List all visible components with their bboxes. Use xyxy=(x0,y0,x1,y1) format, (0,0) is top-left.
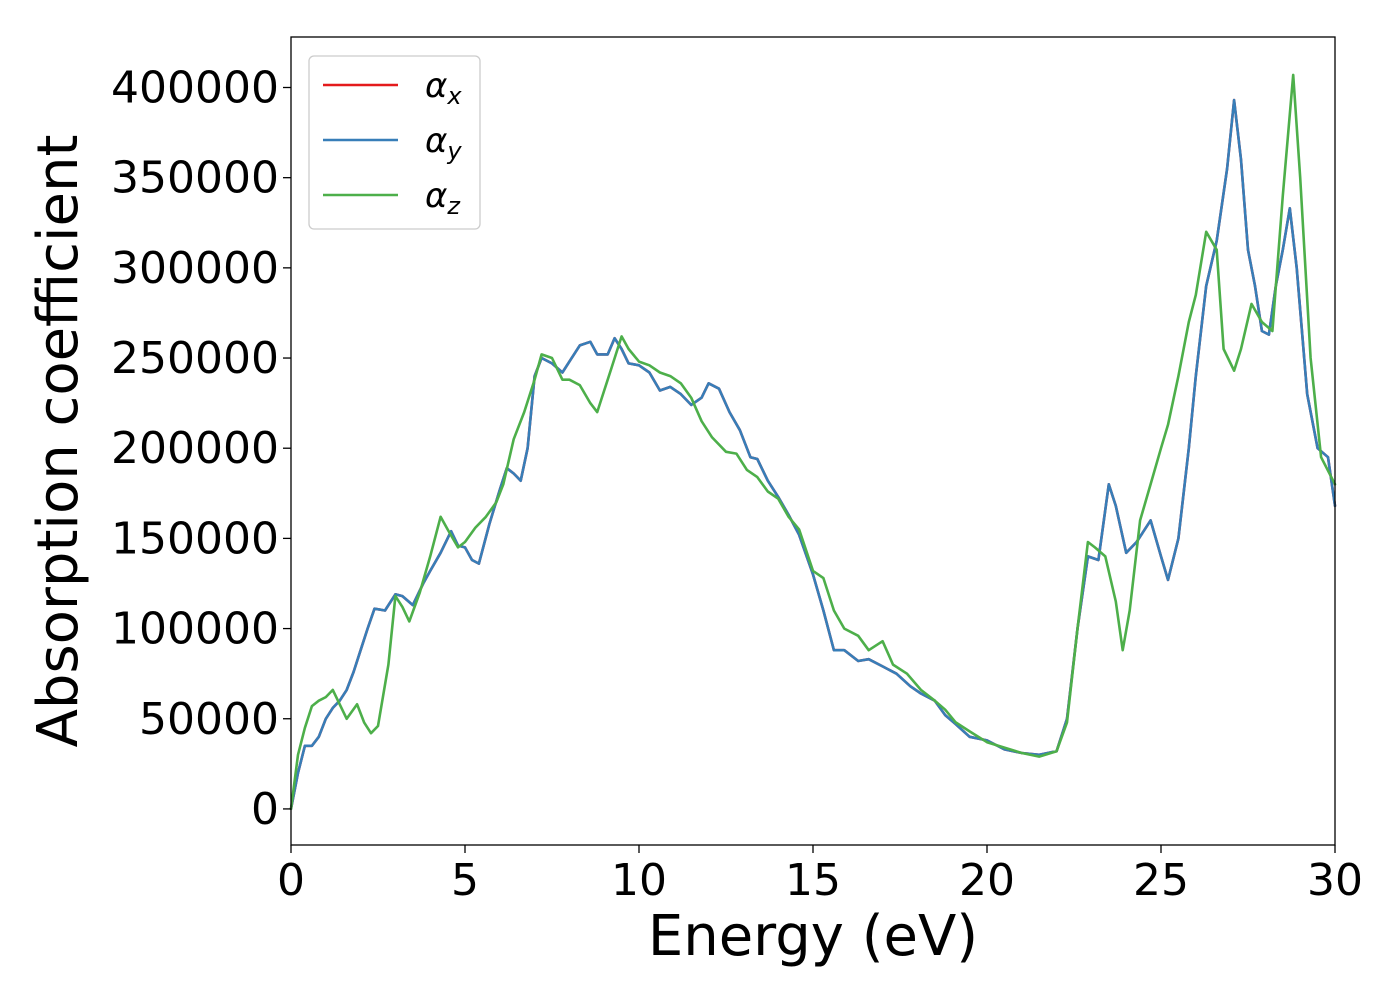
y-tick-label: 300000 xyxy=(111,243,279,294)
y-tick-label: 150000 xyxy=(111,513,279,564)
x-tick-label: 10 xyxy=(611,855,667,906)
y-axis-title: Absorption coefficient xyxy=(26,135,91,748)
legend-box xyxy=(308,55,481,230)
y-tick-label: 50000 xyxy=(139,694,279,745)
y-tick-label: 200000 xyxy=(111,423,279,474)
series-line-z xyxy=(289,73,1337,811)
y-tick-label: 100000 xyxy=(111,604,279,655)
x-axis: 0 5 10 15 20 25 30 xyxy=(277,845,1363,906)
y-axis: 0 50000 100000 150000 200000 250000 300000 3500… xyxy=(111,63,291,835)
y-tick-label: 0 xyxy=(251,784,279,835)
series-layer xyxy=(289,73,1337,811)
x-tick-label: 15 xyxy=(785,855,841,906)
legend-label-x: αx xyxy=(425,66,462,110)
y-tick-label: 250000 xyxy=(111,333,279,384)
x-tick-label: 5 xyxy=(451,855,479,906)
y-tick-label: 400000 xyxy=(111,63,279,114)
legend-label-y: αy xyxy=(425,121,462,165)
x-axis-title: Energy (eV) xyxy=(648,904,978,969)
legend: αx αy αz xyxy=(308,55,481,230)
series-line-y xyxy=(289,98,1337,811)
x-tick-label: 25 xyxy=(1133,855,1189,906)
y-tick-label: 350000 xyxy=(111,153,279,204)
x-tick-label: 20 xyxy=(959,855,1015,906)
legend-label-z: αz xyxy=(425,176,461,220)
x-tick-label: 0 xyxy=(277,855,305,906)
x-tick-label: 30 xyxy=(1307,855,1363,906)
